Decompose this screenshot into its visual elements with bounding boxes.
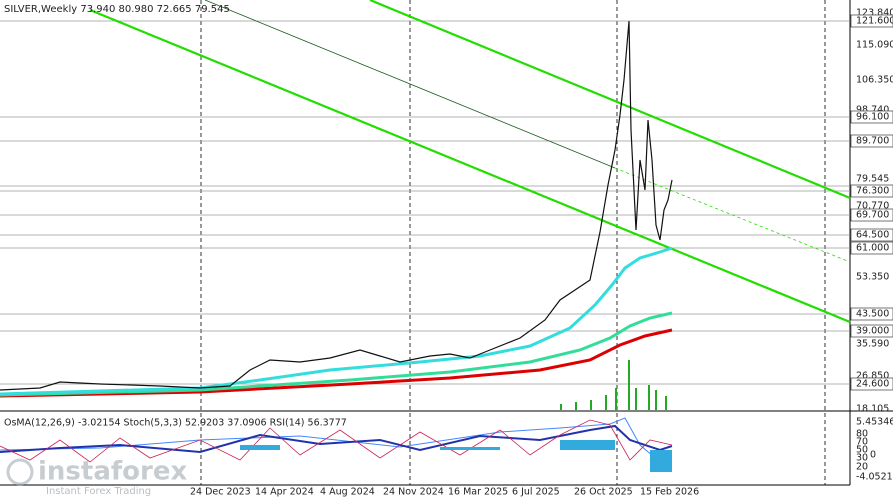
price-label: 89.700	[856, 136, 889, 147]
date-label: 14 Apr 2024	[255, 487, 314, 498]
date-axis: 24 Dec 2023 14 Apr 2024 4 Aug 2024 24 No…	[190, 487, 699, 498]
date-label: 4 Aug 2024	[320, 487, 375, 498]
price-label: 43.500	[856, 309, 889, 320]
date-label: 24 Dec 2023	[190, 487, 251, 498]
price-label: 18.105	[856, 404, 889, 415]
price-label: 121.600	[856, 16, 893, 27]
date-label: 26 Oct 2025	[574, 487, 633, 498]
indicator-axis: 5.45346 80 70 50 30 0 20 -4.0521	[856, 417, 893, 483]
price-label: 76.300	[856, 186, 889, 197]
indicator-axis-label: 30	[856, 453, 868, 464]
price-label: 53.350	[856, 272, 889, 283]
ma-red	[0, 328, 673, 398]
ma-cyan	[0, 246, 673, 396]
price-axis: 123.840 121.600 115.090 106.350 98.740 9…	[850, 8, 893, 415]
price-label: 35.590	[856, 339, 889, 350]
price-label: 98.740	[856, 105, 889, 116]
indicator-axis-label: 0	[870, 450, 876, 461]
volume-bars	[560, 360, 667, 410]
watermark: instaforex Instant Forex Trading	[6, 457, 188, 497]
price-label: 123.840	[856, 8, 893, 19]
indicator-axis-label: 20	[856, 462, 868, 473]
price-label: 96.100	[856, 112, 889, 123]
trend-channel	[89, 0, 851, 324]
price-label: 106.350	[856, 75, 893, 86]
date-label: 16 Mar 2025	[448, 487, 508, 498]
indicator-axis-label: -4.0521	[856, 472, 893, 483]
indicator-label: OsMA(12,26,9) -3.02154 Stoch(5,3,3) 52.9…	[4, 418, 347, 429]
indicator-axis-label: 5.45346	[856, 417, 893, 428]
price-label: 39.000	[856, 326, 889, 337]
date-label: 24 Nov 2024	[383, 487, 444, 498]
date-label: 15 Feb 2026	[640, 487, 699, 498]
indicator-axis-label: 70	[856, 437, 868, 448]
price-path	[0, 20, 673, 391]
price-label: 61.000	[856, 243, 889, 254]
price-label: 26.850	[856, 371, 889, 382]
indicator-plot	[0, 417, 673, 472]
price-label: 69.700	[856, 210, 889, 221]
symbol-header: SILVER,Weekly 73.940 80.980 72.665 79.54…	[4, 4, 230, 15]
price-label: 115.090	[856, 40, 893, 51]
indicator-axis-label: 50	[856, 445, 868, 456]
indicator-axis-label: 80	[856, 429, 868, 440]
price-label: 64.500	[856, 230, 889, 241]
price-label: 79.545	[856, 174, 889, 185]
price-label: 70.770	[856, 201, 889, 212]
watermark-tagline: Instant Forex Trading	[46, 486, 151, 497]
date-label: 6 Jul 2025	[512, 487, 560, 498]
period-separators	[200, 0, 826, 485]
watermark-brand: instaforex	[38, 457, 188, 487]
level-lines	[0, 20, 850, 385]
ma-green	[0, 311, 673, 397]
price-label: 24.600	[856, 379, 889, 390]
